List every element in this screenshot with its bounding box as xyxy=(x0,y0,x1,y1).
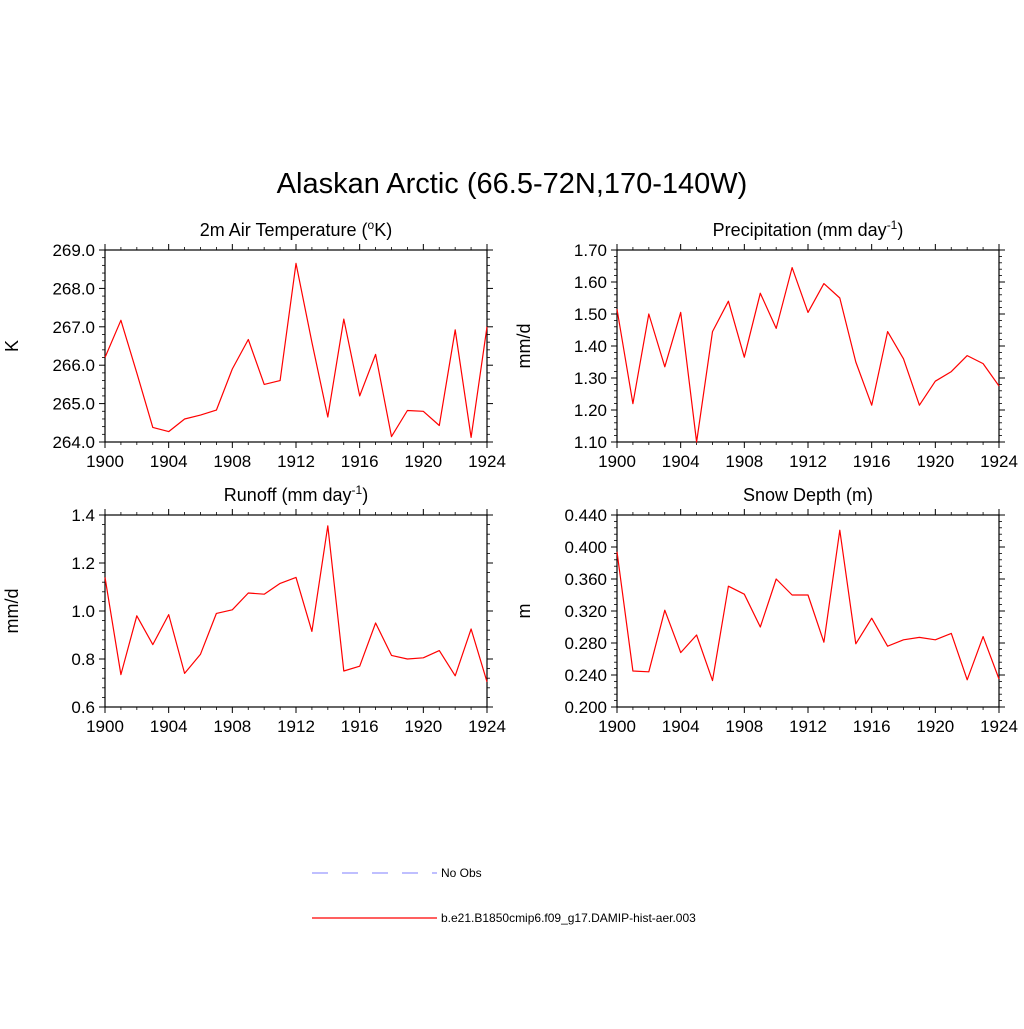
y-tick-label: 0.6 xyxy=(71,698,95,717)
panel-title-main: Snow Depth (m) xyxy=(743,485,873,505)
y-tick-label: 1.20 xyxy=(574,401,607,420)
y-tick-label: 267.0 xyxy=(52,318,95,337)
panel-title: Precipitation (mm day-1) xyxy=(713,218,904,240)
y-tick-label: 1.2 xyxy=(71,554,95,573)
y-tick-label: 0.240 xyxy=(564,666,607,685)
x-tick-label: 1908 xyxy=(213,717,251,736)
panel-title-superscript: o xyxy=(368,218,375,232)
legend-label-model: b.e21.B1850cmip6.f09_g17.DAMIP-hist-aer.… xyxy=(441,911,696,925)
x-tick-label: 1916 xyxy=(341,717,379,736)
x-tick-label: 1916 xyxy=(853,717,891,736)
panel-title-tail: ) xyxy=(362,485,368,505)
y-tick-label: 0.400 xyxy=(564,538,607,557)
panel-1: 2m Air Temperature (oK) 264.0 265.0 266.0 26… xyxy=(2,218,506,471)
x-tick-label: 1912 xyxy=(277,717,315,736)
panel-2: Precipitation (mm day-1) 1.10 1.20 1.30 1.40… xyxy=(514,218,1018,471)
plot-frame xyxy=(616,514,1000,708)
y-tick-label: 269.0 xyxy=(52,241,95,260)
plot-frame xyxy=(616,249,1000,443)
x-tick-label: 1916 xyxy=(341,452,379,471)
x-tick-label: 1904 xyxy=(150,452,188,471)
series-line xyxy=(616,529,1000,682)
y-tick-label: 0.320 xyxy=(564,602,607,621)
series-line xyxy=(104,525,488,682)
x-tick-label: 1908 xyxy=(213,452,251,471)
panel-title-superscript: -1 xyxy=(352,483,363,497)
y-tick-label: 0.8 xyxy=(71,650,95,669)
x-tick-label: 1900 xyxy=(86,717,124,736)
panel-title-main: Precipitation (mm day xyxy=(713,220,887,240)
series-line xyxy=(616,267,1000,443)
x-tick-label: 1920 xyxy=(404,717,442,736)
x-tick-label: 1924 xyxy=(468,717,506,736)
y-tick-label: 0.200 xyxy=(564,698,607,717)
y-tick-label: 265.0 xyxy=(52,395,95,414)
x-tick-label: 1900 xyxy=(86,452,124,471)
y-axis-label: mm/d xyxy=(514,324,534,369)
panel-4: Snow Depth (m) 0.200 0.240 0.280 0.320 0.360 0… xyxy=(514,485,1018,736)
panel-title: 2m Air Temperature (oK) xyxy=(200,218,392,240)
x-tick-label: 1924 xyxy=(468,452,506,471)
x-tick-label: 1912 xyxy=(277,452,315,471)
y-tick-label: 1.4 xyxy=(71,506,95,525)
legend-label-no-obs: No Obs xyxy=(441,866,482,880)
y-tick-label: 266.0 xyxy=(52,356,95,375)
y-axis-label: K xyxy=(2,340,22,352)
y-tick-label: 0.360 xyxy=(564,570,607,589)
y-tick-label: 1.60 xyxy=(574,273,607,292)
y-tick-label: 0.440 xyxy=(564,506,607,525)
series-line xyxy=(104,262,488,438)
y-tick-label: 268.0 xyxy=(52,279,95,298)
y-tick-label: 1.0 xyxy=(71,602,95,621)
y-tick-label: 1.50 xyxy=(574,305,607,324)
y-axis-label: m xyxy=(514,604,534,619)
y-tick-label: 1.30 xyxy=(574,369,607,388)
x-tick-label: 1908 xyxy=(725,717,763,736)
y-tick-label: 1.70 xyxy=(574,241,607,260)
plot-frame xyxy=(104,514,488,708)
panel-title: Snow Depth (m) xyxy=(743,485,873,505)
panel-title-superscript: -1 xyxy=(887,218,898,232)
x-tick-label: 1920 xyxy=(404,452,442,471)
legend: No Obs b.e21.B1850cmip6.f09_g17.DAMIP-his… xyxy=(312,866,696,925)
panel-3: Runoff (mm day-1) 0.6 0.8 1.0 1.2 1.4 1900 1904… xyxy=(2,483,506,736)
x-tick-label: 1904 xyxy=(662,452,700,471)
panel-title-main: Runoff (mm day xyxy=(224,485,352,505)
x-tick-label: 1912 xyxy=(789,452,827,471)
x-tick-label: 1924 xyxy=(980,452,1018,471)
x-tick-label: 1904 xyxy=(662,717,700,736)
panel-title-tail: K) xyxy=(374,220,392,240)
x-tick-label: 1920 xyxy=(916,717,954,736)
x-tick-label: 1912 xyxy=(789,717,827,736)
panel-title-main: 2m Air Temperature ( xyxy=(200,220,368,240)
y-axis-label: mm/d xyxy=(2,589,22,634)
y-tick-label: 264.0 xyxy=(52,433,95,452)
x-tick-label: 1904 xyxy=(150,717,188,736)
x-tick-label: 1900 xyxy=(598,452,636,471)
figure-title: Alaskan Arctic (66.5-72N,170-140W) xyxy=(276,168,748,200)
y-tick-label: 1.40 xyxy=(574,337,607,356)
y-tick-label: 1.10 xyxy=(574,433,607,452)
panel-title: Runoff (mm day-1) xyxy=(224,483,368,505)
x-tick-label: 1920 xyxy=(916,452,954,471)
panel-title-tail: ) xyxy=(897,220,903,240)
x-tick-label: 1916 xyxy=(853,452,891,471)
x-tick-label: 1908 xyxy=(725,452,763,471)
x-tick-label: 1924 xyxy=(980,717,1018,736)
y-tick-label: 0.280 xyxy=(564,634,607,653)
x-tick-label: 1900 xyxy=(598,717,636,736)
plot-frame xyxy=(104,249,488,443)
